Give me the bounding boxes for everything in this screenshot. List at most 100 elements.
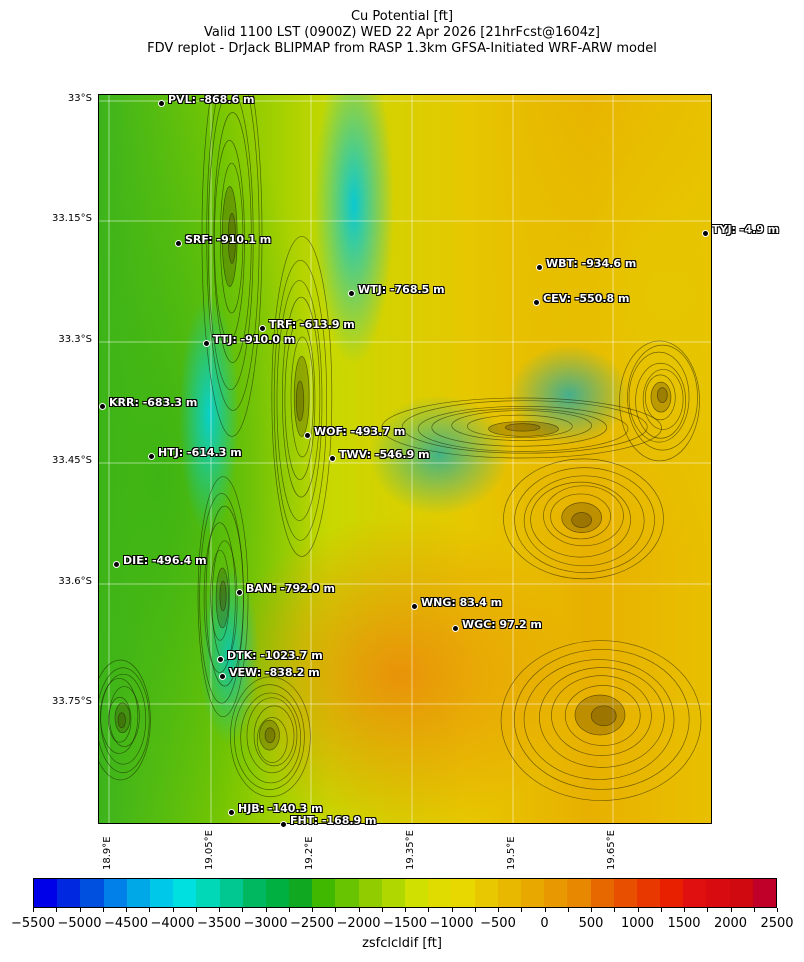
lon-tick-label: 19.05°E bbox=[204, 830, 215, 870]
contour-line bbox=[215, 567, 229, 629]
colorbar-bin bbox=[34, 879, 58, 907]
colorbar-tick bbox=[242, 908, 244, 912]
colorbar-bin bbox=[567, 879, 591, 907]
lat-tick-label: 33.75°S bbox=[52, 696, 92, 707]
colorbar-tick bbox=[591, 908, 592, 912]
contour-line bbox=[551, 675, 652, 757]
colorbar-tick bbox=[195, 908, 197, 912]
colorbar-tick-label: −1000 bbox=[429, 916, 474, 931]
lat-tick-label: 33.45°S bbox=[52, 455, 92, 466]
colorbar-bin bbox=[706, 879, 730, 907]
contour-line bbox=[503, 458, 664, 580]
contour-line bbox=[108, 696, 132, 743]
contour-line bbox=[543, 485, 624, 547]
contour-line bbox=[201, 95, 263, 437]
colorbar-tick-label: −4000 bbox=[150, 916, 195, 931]
station-label: TYJ: -4.9 m bbox=[712, 223, 780, 236]
lon-tick-label: 19.2°E bbox=[304, 836, 315, 870]
contour-line bbox=[628, 351, 690, 443]
station-label: KRR: -683.3 m bbox=[109, 396, 198, 409]
contour-line bbox=[513, 649, 690, 790]
lon-tick-label: 18.9°E bbox=[102, 836, 113, 870]
contour-line bbox=[500, 640, 702, 801]
contour-line bbox=[276, 280, 323, 521]
colorbar-tick bbox=[451, 908, 453, 912]
contour-line bbox=[214, 139, 245, 341]
colorbar-bin bbox=[312, 879, 336, 907]
colorbar-tick bbox=[498, 908, 499, 912]
station-dot bbox=[279, 820, 287, 828]
colorbar-tick-label: −3500 bbox=[197, 916, 241, 931]
colorbar-tick bbox=[56, 908, 58, 912]
map-plot bbox=[98, 94, 712, 824]
colorbar-tick-label: −5500 bbox=[11, 916, 55, 931]
contour-line bbox=[514, 467, 655, 574]
station-dot bbox=[701, 229, 709, 237]
colorbar-bin bbox=[520, 879, 545, 907]
lon-tick-label: 19.65°E bbox=[606, 830, 617, 870]
colorbar-tick bbox=[474, 908, 476, 912]
colorbar-tick bbox=[777, 908, 778, 912]
colorbar-tick bbox=[567, 908, 569, 912]
colorbar-bin bbox=[660, 879, 684, 907]
colorbar-tick bbox=[753, 908, 755, 912]
contour-line bbox=[381, 397, 662, 459]
contour-line bbox=[264, 727, 276, 744]
colorbar-tick bbox=[312, 908, 313, 912]
station-dot bbox=[216, 655, 224, 663]
contour-line bbox=[619, 340, 700, 462]
colorbar-tick-label: 2500 bbox=[760, 916, 794, 931]
colorbar bbox=[33, 878, 777, 908]
station-dot bbox=[98, 402, 106, 410]
lat-tick-label: 33.3°S bbox=[58, 334, 92, 345]
contour-line bbox=[234, 684, 305, 790]
lat-tick-label: 33°S bbox=[67, 93, 92, 104]
colorbar-tick bbox=[102, 908, 104, 912]
station-dot bbox=[347, 289, 355, 297]
colorbar-tick-label: 1000 bbox=[620, 916, 655, 931]
colorbar-tick bbox=[730, 908, 732, 912]
contour-line bbox=[100, 678, 139, 754]
colorbar-tick-label: −3000 bbox=[243, 916, 288, 931]
contour-line bbox=[635, 362, 686, 439]
colorbar-label: zsfclcldif [ft] bbox=[362, 936, 442, 951]
station-dot bbox=[451, 624, 459, 632]
colorbar-bin bbox=[103, 879, 127, 907]
title-line-2: Valid 1100 LST (0900Z) WED 22 Apr 2026 [… bbox=[204, 25, 600, 40]
colorbar-tick bbox=[126, 908, 127, 912]
colorbar-tick-label: −2500 bbox=[290, 916, 334, 931]
colorbar-tick bbox=[79, 908, 81, 912]
colorbar-bin bbox=[405, 879, 429, 907]
colorbar-tick-label: 500 bbox=[578, 916, 604, 931]
contour-line bbox=[561, 502, 603, 533]
contour-line bbox=[273, 259, 328, 541]
contour-line bbox=[571, 512, 592, 528]
colorbar-bin bbox=[428, 879, 452, 907]
station-label: DTK: -1023.7 m bbox=[227, 649, 323, 662]
contour-line bbox=[230, 676, 311, 798]
colorbar-tick bbox=[521, 908, 523, 912]
colorbar-tick bbox=[544, 908, 546, 912]
colorbar-tick-label: −500 bbox=[480, 916, 516, 931]
contour-line bbox=[644, 374, 676, 421]
colorbar-tick-label: −2000 bbox=[336, 916, 381, 931]
colorbar-bin bbox=[358, 879, 382, 907]
colorbar-bin bbox=[219, 879, 243, 907]
colorbar-tick-label: 1500 bbox=[667, 916, 701, 931]
contour-line bbox=[109, 686, 140, 747]
colorbar-bin bbox=[265, 879, 290, 907]
colorbar-bin bbox=[57, 879, 81, 907]
lat-tick-label: 33.15°S bbox=[52, 213, 92, 224]
contour-line bbox=[199, 492, 244, 704]
colorbar-tick-label: 0 bbox=[540, 916, 549, 931]
contour-line bbox=[227, 213, 237, 264]
colorbar-bin bbox=[126, 879, 150, 907]
station-dot bbox=[258, 324, 266, 332]
colorbar-tick bbox=[335, 908, 337, 912]
contour-line bbox=[240, 692, 302, 784]
contour-line bbox=[293, 356, 310, 437]
contour-line bbox=[271, 236, 333, 557]
colorbar-tick bbox=[381, 908, 383, 912]
colorbar-tick bbox=[428, 908, 430, 912]
contour-line bbox=[523, 475, 645, 567]
